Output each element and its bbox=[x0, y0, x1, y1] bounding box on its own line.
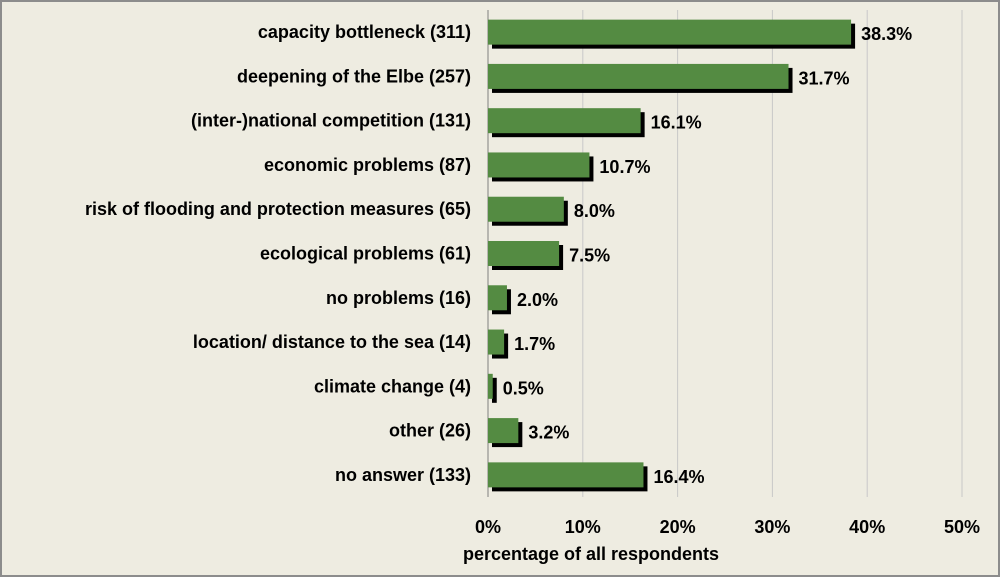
category-label: no problems (16) bbox=[326, 288, 471, 308]
category-label: risk of flooding and protection measures… bbox=[85, 199, 471, 219]
value-label: 38.3% bbox=[861, 24, 912, 44]
value-label: 16.4% bbox=[653, 467, 704, 487]
x-tick-label: 10% bbox=[565, 517, 601, 537]
bar bbox=[488, 418, 519, 444]
category-label: economic problems (87) bbox=[264, 155, 471, 175]
category-label: deepening of the Elbe (257) bbox=[237, 66, 471, 86]
bar bbox=[488, 241, 560, 266]
value-label: 7.5% bbox=[569, 246, 610, 266]
category-label: no answer (133) bbox=[335, 465, 471, 485]
value-label: 10.7% bbox=[599, 157, 650, 177]
category-label: climate change (4) bbox=[314, 376, 471, 396]
x-tick-label: 0% bbox=[475, 517, 501, 537]
category-label: capacity bottleneck (311) bbox=[258, 22, 471, 42]
value-label: 0.5% bbox=[503, 378, 544, 398]
bar bbox=[488, 63, 789, 89]
bar bbox=[488, 462, 644, 488]
bar bbox=[488, 196, 564, 222]
category-label: ecological problems (61) bbox=[260, 244, 471, 264]
bar-shadow bbox=[492, 377, 497, 403]
x-tick-label: 40% bbox=[849, 517, 885, 537]
value-label: 16.1% bbox=[651, 113, 702, 133]
bar bbox=[488, 152, 590, 178]
bar bbox=[488, 329, 505, 355]
value-label: 3.2% bbox=[528, 423, 569, 443]
x-tick-label: 30% bbox=[754, 517, 790, 537]
value-labels: 38.3% 31.7% 16.1% 10.7% 8.0% 7.5% 2.0% 1.7% 0.5%… bbox=[503, 24, 912, 487]
x-axis-title: percentage of all respondents bbox=[463, 544, 719, 564]
x-tick-label: 50% bbox=[944, 517, 980, 537]
category-label: location/ distance to the sea (14) bbox=[193, 332, 471, 352]
bar bbox=[488, 285, 507, 311]
value-label: 31.7% bbox=[799, 68, 850, 88]
category-labels: capacity bottleneck (311) deepening of th… bbox=[85, 22, 471, 485]
category-label: other (26) bbox=[389, 421, 471, 441]
value-label: 2.0% bbox=[517, 290, 558, 310]
bar bbox=[488, 108, 641, 134]
value-label: 8.0% bbox=[574, 201, 615, 221]
x-tick-labels: 0% 10% 20% 30% 40% 50% bbox=[475, 517, 980, 537]
bar bbox=[488, 19, 852, 45]
value-label: 1.7% bbox=[514, 334, 555, 354]
x-tick-label: 20% bbox=[660, 517, 696, 537]
category-label: (inter-)national competition (131) bbox=[191, 111, 471, 131]
bar bbox=[488, 373, 493, 399]
bars bbox=[488, 19, 856, 492]
